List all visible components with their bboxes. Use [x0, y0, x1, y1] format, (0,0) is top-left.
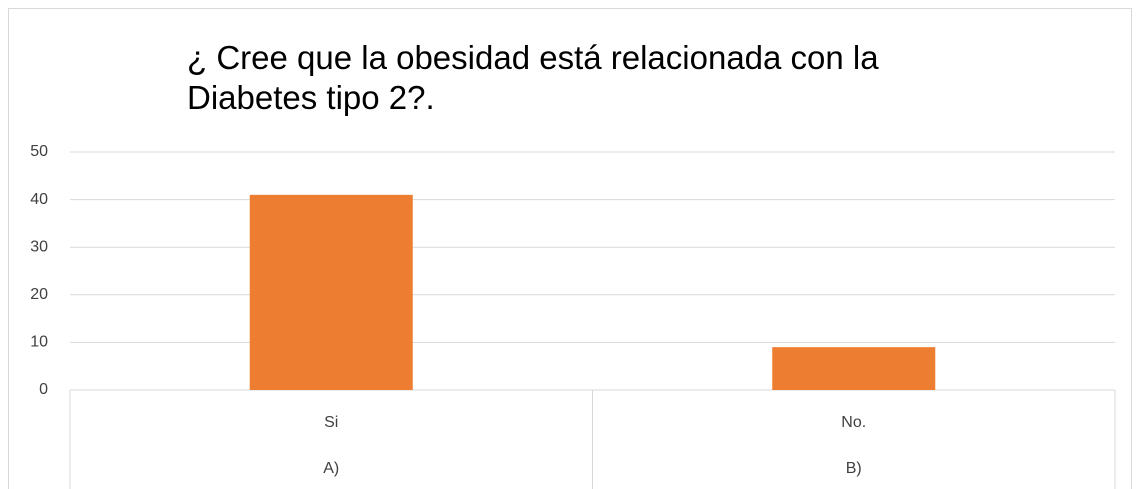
x-tick-label: Si — [324, 414, 338, 431]
bar — [249, 194, 413, 390]
y-tick-label: 40 — [30, 191, 48, 208]
bar — [772, 347, 936, 390]
x-group-label: A) — [323, 460, 339, 477]
y-tick-label: 0 — [39, 381, 48, 398]
y-tick-label: 10 — [30, 334, 48, 351]
y-tick-label: 50 — [30, 143, 48, 160]
y-tick-label: 20 — [30, 286, 48, 303]
x-tick-label: No. — [841, 414, 866, 431]
y-tick-label: 30 — [30, 238, 48, 255]
x-group-label: B) — [846, 460, 862, 477]
chart-border — [8, 8, 1132, 489]
chart-title: ¿ Cree que la obesidad está relacionada … — [187, 39, 879, 116]
